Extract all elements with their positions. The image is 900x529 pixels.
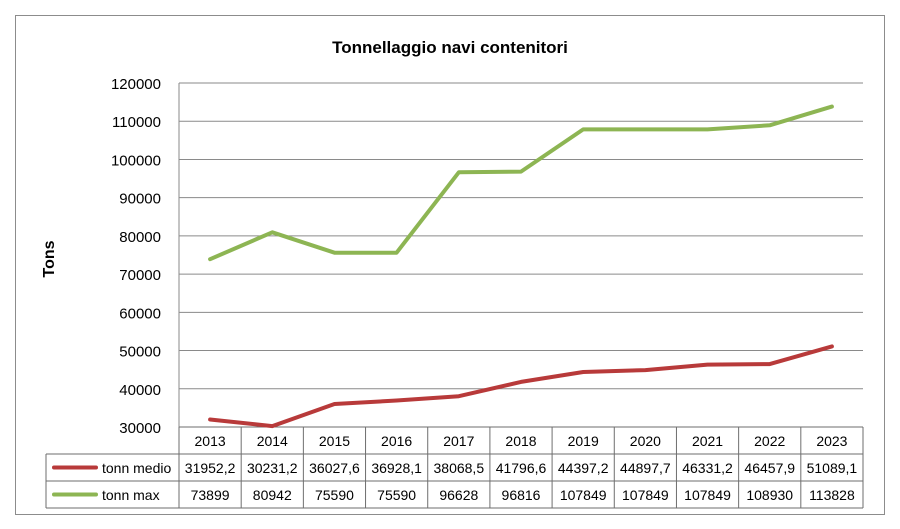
data-label: 31952,2 — [185, 460, 236, 476]
data-label: 36027,6 — [309, 460, 360, 476]
data-label: 107849 — [684, 487, 731, 503]
data-label: 73899 — [191, 487, 230, 503]
data-label: 46331,2 — [682, 460, 733, 476]
x-tick-label: 2013 — [195, 433, 226, 449]
y-tick-label: 80000 — [119, 229, 161, 246]
chart-frame: Tonnellaggio navi contenitori Tons 30000… — [15, 15, 885, 515]
y-tick-labels: 30000 40000 50000 60000 70000 80000 90000 10000… — [111, 76, 161, 437]
legend-label: tonn max — [102, 487, 160, 503]
chart-title: Tonnellaggio navi contenitori — [332, 38, 568, 57]
series-lines — [208, 104, 834, 429]
data-label: 113828 — [809, 487, 855, 503]
data-label: 107849 — [560, 487, 607, 503]
data-label: 108930 — [746, 487, 793, 503]
y-tick-label: 40000 — [119, 382, 161, 399]
y-tick-label: 60000 — [119, 305, 161, 322]
data-label: 96628 — [439, 487, 478, 503]
y-tick-label: 120000 — [111, 76, 161, 93]
data-label: 38068,5 — [434, 460, 485, 476]
data-label: 44897,7 — [620, 460, 671, 476]
x-tick-label: 2017 — [443, 433, 474, 449]
y-tick-label: 110000 — [112, 114, 161, 131]
x-tick-label: 2014 — [257, 433, 288, 449]
y-tick-label: 30000 — [119, 420, 161, 437]
data-label: 44397,2 — [558, 460, 609, 476]
legend-label: tonn medio — [102, 460, 171, 476]
x-tick-label: 2022 — [754, 433, 785, 449]
y-tick-label: 50000 — [119, 344, 161, 361]
x-tick-label: 2016 — [381, 433, 412, 449]
data-label: 80942 — [253, 487, 292, 503]
data-label: 36928,1 — [371, 460, 422, 476]
data-label: 41796,6 — [496, 460, 547, 476]
x-tick-label: 2018 — [505, 433, 536, 449]
y-tick-label: 90000 — [119, 191, 161, 208]
series-line-0 — [208, 344, 834, 429]
x-tick-label: 2019 — [568, 433, 599, 449]
data-table: 2013 2014 2015 2016 2017 2018 2019 2020 2021 2022… — [45, 426, 864, 509]
x-tick-label: 2020 — [630, 433, 661, 449]
data-label: 107849 — [622, 487, 669, 503]
data-label: 75590 — [315, 487, 354, 503]
data-label: 51089,1 — [807, 460, 858, 476]
y-tick-label: 70000 — [119, 267, 161, 284]
data-label: 96816 — [502, 487, 541, 503]
line-chart: Tonnellaggio navi contenitori Tons 30000… — [41, 38, 864, 509]
y-tick-label: 100000 — [111, 152, 161, 169]
data-label: 30231,2 — [247, 460, 298, 476]
x-tick-label: 2015 — [319, 433, 350, 449]
gridlines — [178, 82, 863, 428]
data-label: 75590 — [377, 487, 416, 503]
x-tick-label: 2021 — [692, 433, 723, 449]
x-tick-label: 2023 — [816, 433, 847, 449]
y-axis-label: Tons — [41, 240, 58, 277]
data-label: 46457,9 — [744, 460, 795, 476]
